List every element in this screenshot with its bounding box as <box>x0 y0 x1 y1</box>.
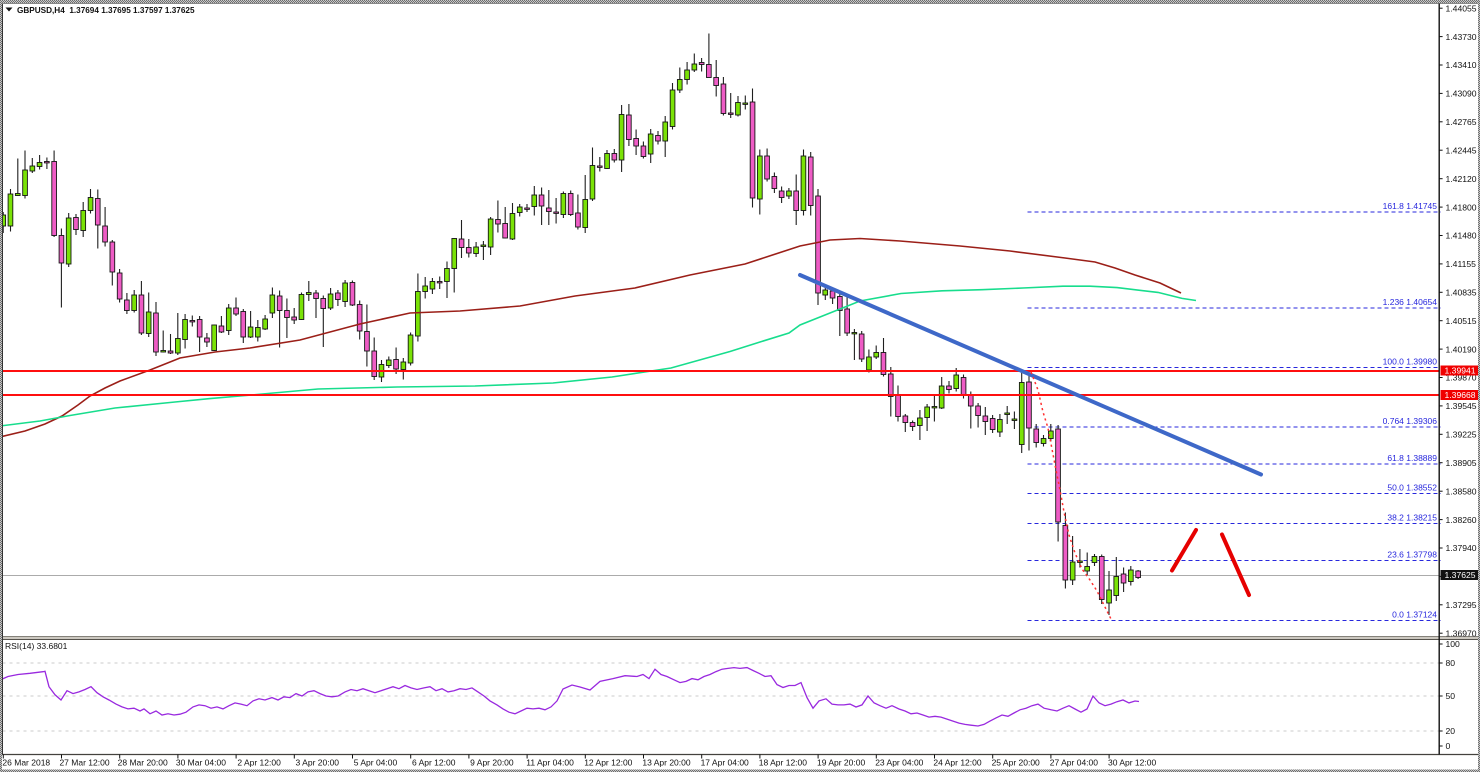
svg-text:11 Apr 04:00: 11 Apr 04:00 <box>526 758 574 768</box>
svg-text:25 Apr 20:00: 25 Apr 20:00 <box>992 758 1040 768</box>
svg-text:0.0 1.37124: 0.0 1.37124 <box>1392 609 1437 619</box>
svg-text:1.43730: 1.43730 <box>1446 32 1477 42</box>
svg-text:1.40190: 1.40190 <box>1446 344 1477 354</box>
svg-text:0.764 1.39306: 0.764 1.39306 <box>1383 416 1438 426</box>
svg-text:27 Apr 04:00: 27 Apr 04:00 <box>1050 758 1098 768</box>
svg-text:1.38260: 1.38260 <box>1446 515 1477 525</box>
svg-text:1.42765: 1.42765 <box>1446 117 1477 127</box>
svg-text:17 Apr 04:00: 17 Apr 04:00 <box>701 758 749 768</box>
svg-text:20: 20 <box>1446 726 1456 736</box>
svg-text:9 Apr 20:00: 9 Apr 20:00 <box>470 758 514 768</box>
svg-text:100.0 1.39980: 100.0 1.39980 <box>1383 356 1438 366</box>
svg-text:1.41800: 1.41800 <box>1446 202 1477 212</box>
svg-text:1.37940: 1.37940 <box>1446 543 1477 553</box>
svg-text:1.36970: 1.36970 <box>1446 628 1477 638</box>
svg-text:5 Apr 04:00: 5 Apr 04:00 <box>354 758 398 768</box>
svg-text:1.44055: 1.44055 <box>1446 3 1477 13</box>
svg-text:80: 80 <box>1446 658 1456 668</box>
svg-text:6 Apr 12:00: 6 Apr 12:00 <box>412 758 456 768</box>
svg-text:1.40515: 1.40515 <box>1446 316 1477 326</box>
svg-text:61.8 1.38889: 61.8 1.38889 <box>1387 453 1437 463</box>
svg-text:23 Apr 04:00: 23 Apr 04:00 <box>875 758 923 768</box>
svg-text:23.6 1.37798: 23.6 1.37798 <box>1387 549 1437 559</box>
svg-text:RSI(14) 33.6801: RSI(14) 33.6801 <box>5 641 68 651</box>
svg-text:38.2 1.38215: 38.2 1.38215 <box>1387 512 1437 522</box>
svg-text:24 Apr 12:00: 24 Apr 12:00 <box>933 758 981 768</box>
svg-text:26 Mar 2018: 26 Mar 2018 <box>2 758 50 768</box>
svg-text:1.41480: 1.41480 <box>1446 231 1477 241</box>
svg-text:1.39941: 1.39941 <box>1445 366 1476 376</box>
svg-text:1.37295: 1.37295 <box>1446 600 1477 610</box>
svg-text:GBPUSD,H4 1.37694 1.37695 1.3: GBPUSD,H4 1.37694 1.37695 1.37597 1.3762… <box>17 6 195 15</box>
svg-text:1.236 1.40654: 1.236 1.40654 <box>1383 297 1438 307</box>
svg-text:1.39545: 1.39545 <box>1446 401 1477 411</box>
svg-text:18 Apr 12:00: 18 Apr 12:00 <box>759 758 807 768</box>
svg-text:3 Apr 20:00: 3 Apr 20:00 <box>296 758 340 768</box>
svg-text:1.41155: 1.41155 <box>1446 259 1477 269</box>
svg-text:1.42120: 1.42120 <box>1446 174 1477 184</box>
svg-text:27 Mar 12:00: 27 Mar 12:00 <box>59 758 109 768</box>
svg-text:1.39225: 1.39225 <box>1446 430 1477 440</box>
svg-text:30 Mar 04:00: 30 Mar 04:00 <box>176 758 226 768</box>
svg-text:1.42445: 1.42445 <box>1446 145 1477 155</box>
svg-text:50: 50 <box>1446 691 1456 701</box>
svg-text:0: 0 <box>1446 741 1451 751</box>
svg-text:50.0 1.38552: 50.0 1.38552 <box>1387 482 1437 492</box>
svg-text:1.40835: 1.40835 <box>1446 288 1477 298</box>
svg-text:30 Apr 12:00: 30 Apr 12:00 <box>1108 758 1156 768</box>
svg-text:1.39668: 1.39668 <box>1445 390 1476 400</box>
svg-text:13 Apr 20:00: 13 Apr 20:00 <box>642 758 690 768</box>
svg-text:1.37625: 1.37625 <box>1445 570 1476 580</box>
svg-text:1.38905: 1.38905 <box>1446 458 1477 468</box>
svg-text:1.38580: 1.38580 <box>1446 486 1477 496</box>
svg-text:100: 100 <box>1446 639 1461 649</box>
svg-text:12 Apr 12:00: 12 Apr 12:00 <box>584 758 632 768</box>
svg-text:1.39870: 1.39870 <box>1446 373 1477 383</box>
svg-text:1.43410: 1.43410 <box>1446 60 1477 70</box>
svg-text:19 Apr 20:00: 19 Apr 20:00 <box>817 758 865 768</box>
svg-text:28 Mar 20:00: 28 Mar 20:00 <box>118 758 168 768</box>
svg-text:1.43090: 1.43090 <box>1446 89 1477 99</box>
svg-text:161.8 1.41745: 161.8 1.41745 <box>1383 201 1438 211</box>
svg-text:2 Apr 12:00: 2 Apr 12:00 <box>237 758 281 768</box>
